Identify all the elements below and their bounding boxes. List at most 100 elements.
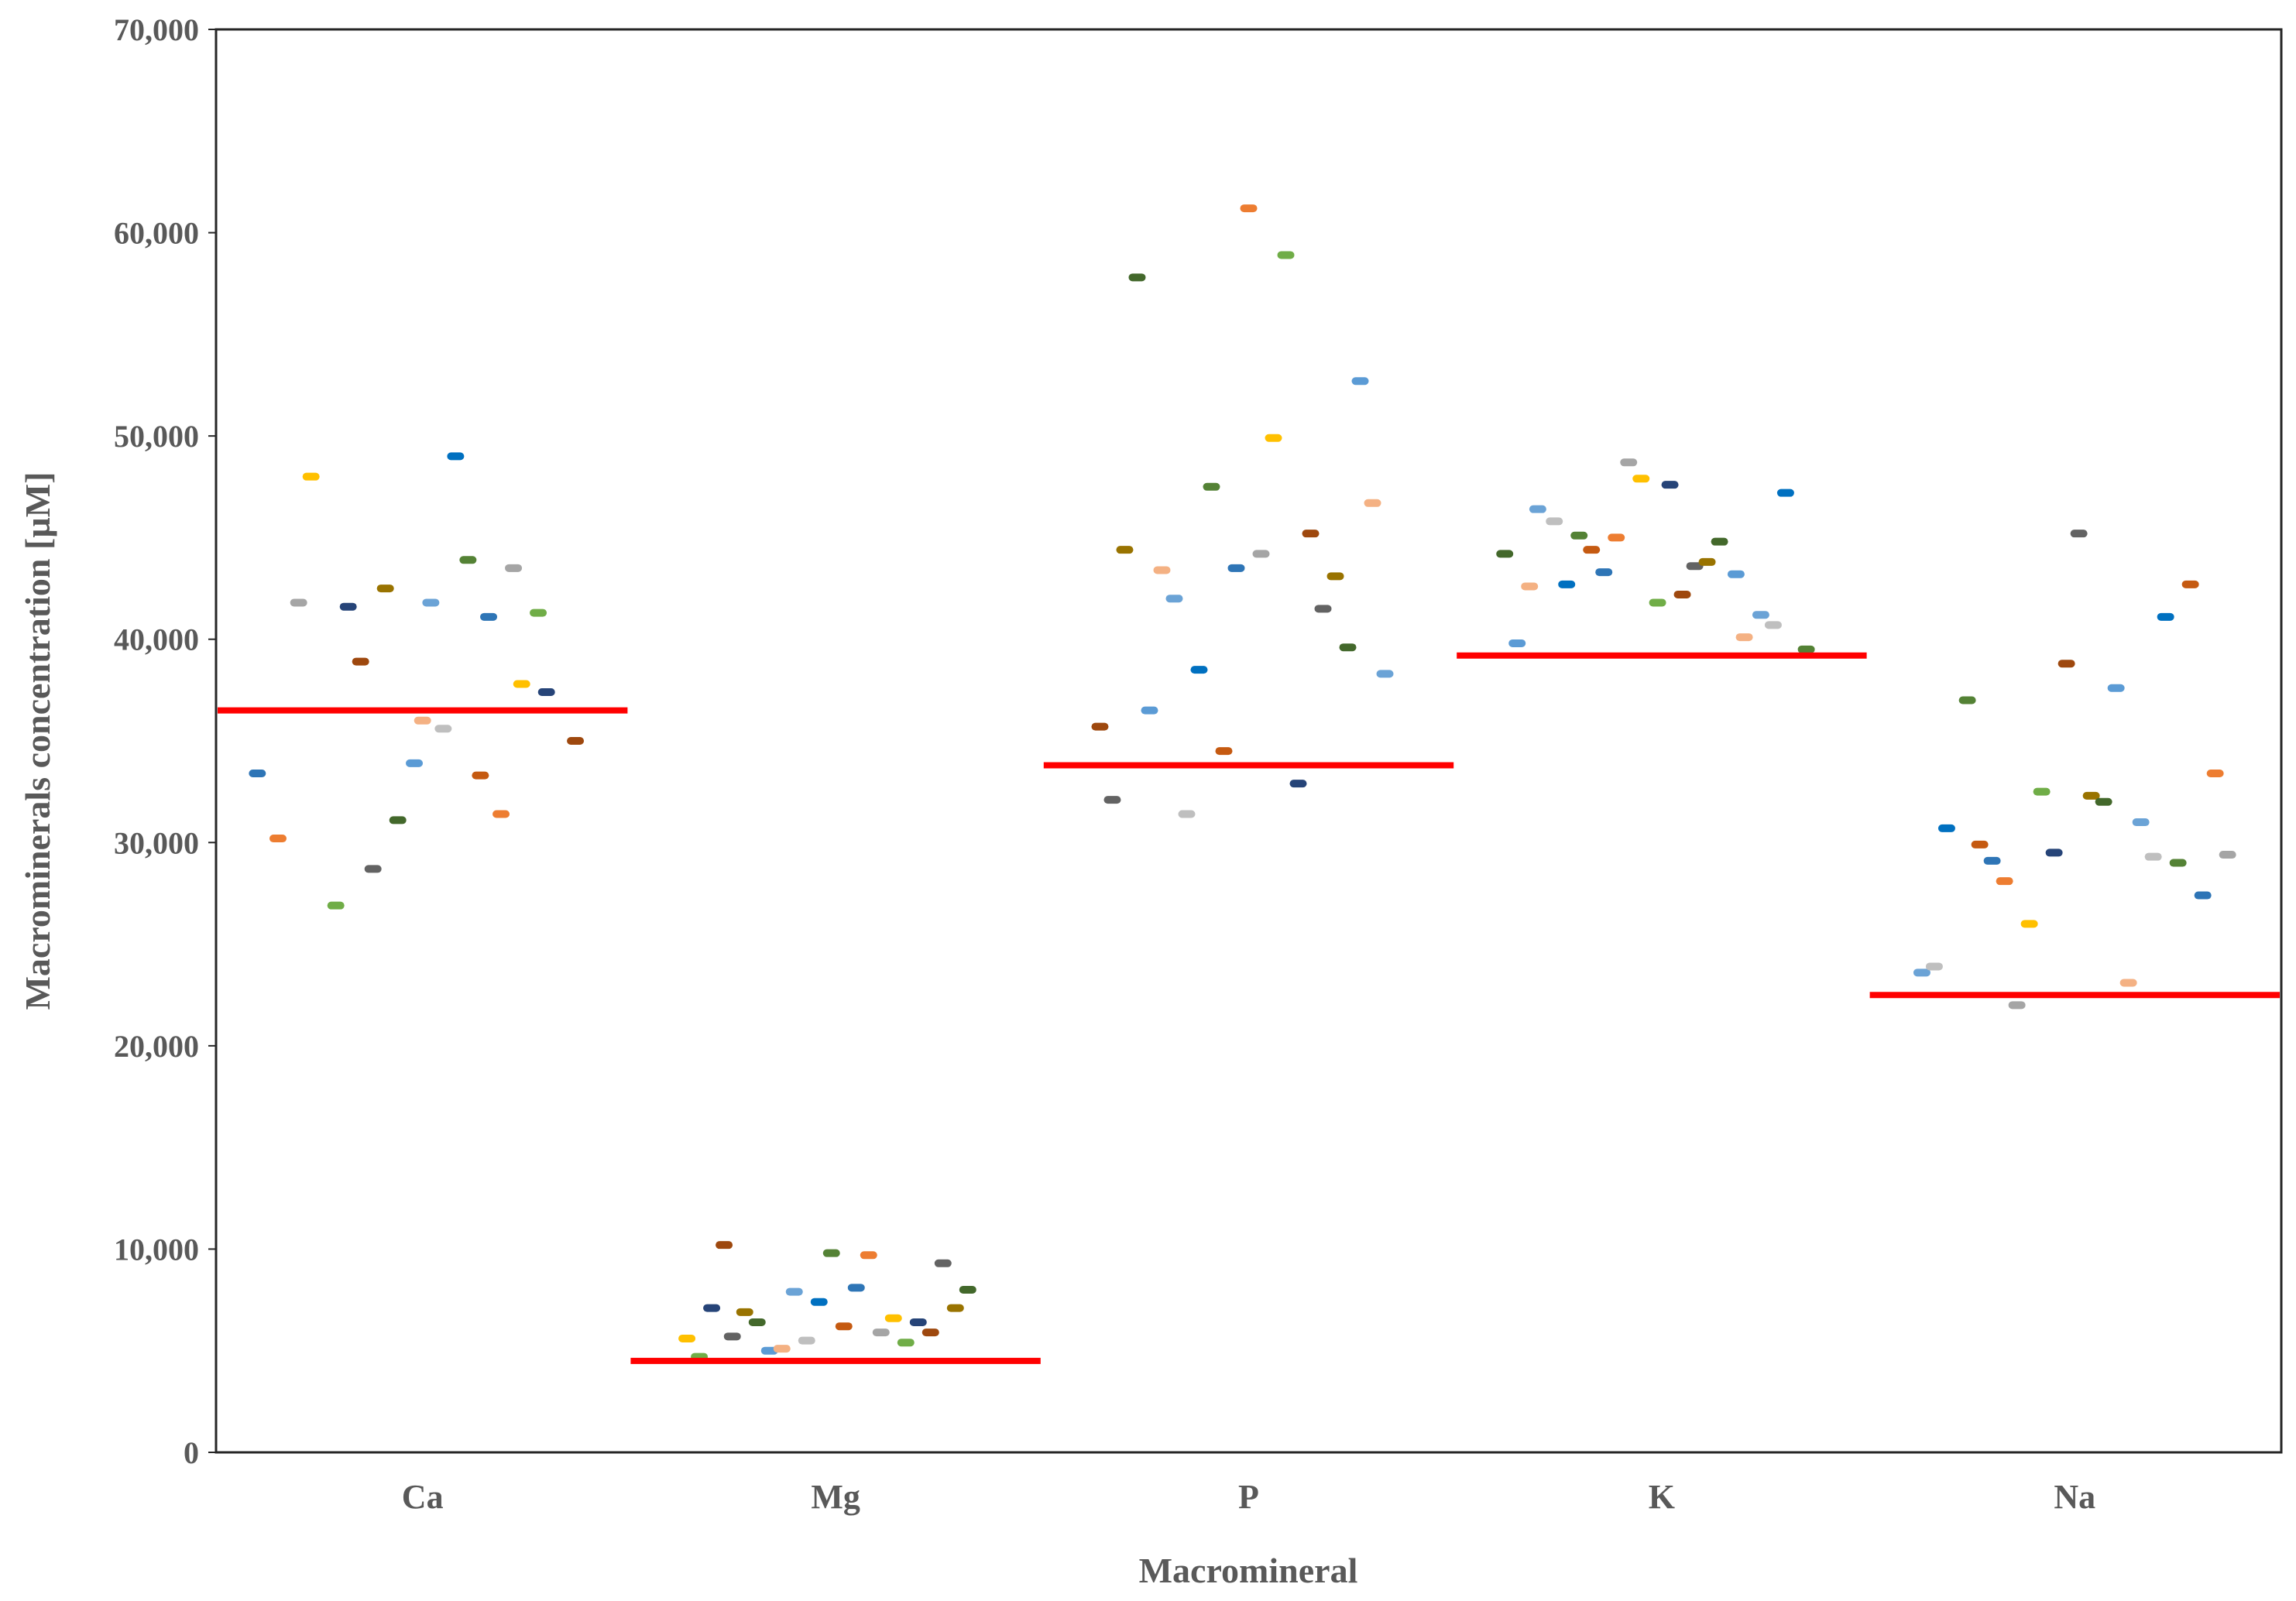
data-point-mg <box>847 1284 865 1292</box>
data-point-p <box>1277 251 1295 259</box>
data-point-ca <box>447 452 465 461</box>
data-point-p <box>1351 377 1369 386</box>
data-point-k <box>1620 458 1638 467</box>
data-point-k <box>1583 546 1601 554</box>
data-point-k <box>1711 537 1728 546</box>
data-point-ca <box>567 737 585 745</box>
data-point-ca <box>290 598 307 607</box>
data-point-mg <box>716 1241 733 1250</box>
data-point-mg <box>835 1322 853 1331</box>
data-point-mg <box>921 1328 939 1337</box>
data-point-na <box>1958 696 1976 705</box>
data-point-ca <box>414 716 431 725</box>
y-tick-label: 0 <box>184 1435 199 1470</box>
y-axis-ticks: 0 10,000 20,000 30,000 40,000 50,000 60,000 70,… <box>114 12 216 1470</box>
data-point-na <box>2020 920 2038 928</box>
data-point-p <box>1364 499 1381 507</box>
data-point-p <box>1376 670 1394 678</box>
data-point-mg <box>798 1336 815 1345</box>
data-point-k <box>1496 550 1514 558</box>
data-point-na <box>2095 797 2112 806</box>
data-point-ca <box>537 687 555 696</box>
data-point-mg <box>678 1334 696 1342</box>
data-point-ca <box>406 759 424 767</box>
x-axis-ticks: Ca Mg P K Na <box>402 1478 2095 1516</box>
data-point-k <box>1764 621 1782 629</box>
data-point-p <box>1252 550 1270 558</box>
x-tick-label-ca: Ca <box>402 1478 444 1516</box>
data-point-p <box>1128 273 1146 282</box>
data-point-ca <box>422 598 440 607</box>
data-point-na <box>1971 840 1989 848</box>
y-tick-label: 10,000 <box>114 1232 199 1267</box>
data-point-k <box>1508 639 1526 647</box>
y-tick-label: 60,000 <box>114 216 199 251</box>
x-tick-label-na: Na <box>2054 1478 2095 1516</box>
x-axis-title: Macromineral <box>1139 1551 1358 1590</box>
data-point-p <box>1227 564 1245 572</box>
data-point-mg <box>822 1249 840 1257</box>
data-point-k <box>1546 517 1563 526</box>
data-point-mg <box>860 1251 877 1260</box>
data-point-p <box>1240 204 1258 213</box>
data-point-p <box>1302 530 1320 538</box>
data-point-k <box>1661 481 1679 489</box>
data-point-ca <box>513 680 530 688</box>
data-point-k <box>1608 533 1625 542</box>
data-point-mg <box>897 1339 915 1347</box>
y-tick-label: 20,000 <box>114 1029 199 1064</box>
data-point-mg <box>703 1304 721 1312</box>
data-point-mg <box>810 1298 828 1306</box>
y-axis-title: Macrominerals concentration [µM] <box>18 471 57 1010</box>
data-point-k <box>1735 633 1753 642</box>
data-point-k <box>1521 582 1539 591</box>
data-point-k <box>1752 611 1769 619</box>
data-point-ca <box>339 602 357 611</box>
data-point-ca <box>492 810 510 818</box>
data-point-ca <box>269 835 287 843</box>
data-point-k <box>1570 531 1588 540</box>
data-points <box>249 204 2236 1361</box>
data-point-p <box>1190 666 1208 674</box>
data-point-p <box>1116 546 1134 554</box>
data-point-na <box>2219 851 2236 859</box>
data-point-mg <box>946 1304 964 1312</box>
data-point-k <box>1529 505 1546 513</box>
data-point-na <box>2119 979 2137 987</box>
data-point-na <box>2169 859 2187 867</box>
x-tick-label-mg: Mg <box>811 1478 860 1516</box>
x-tick-label-p: P <box>1238 1478 1259 1516</box>
data-point-na <box>2206 770 2224 778</box>
data-point-p <box>1141 706 1158 715</box>
data-point-mg <box>884 1314 902 1322</box>
data-point-mg <box>909 1318 927 1326</box>
data-point-ca <box>249 770 266 778</box>
data-point-mg <box>736 1308 753 1316</box>
data-point-mg <box>872 1328 890 1337</box>
data-point-ca <box>364 865 382 873</box>
data-point-na <box>1937 824 1955 832</box>
data-point-mg <box>723 1332 741 1341</box>
data-point-k <box>1673 590 1691 598</box>
data-point-k <box>1797 645 1815 653</box>
data-point-na <box>2082 791 2100 800</box>
data-point-ca <box>459 556 477 564</box>
data-point-mg <box>748 1318 766 1326</box>
data-point-p <box>1289 780 1307 788</box>
data-point-p <box>1103 796 1121 804</box>
data-point-p <box>1153 566 1171 574</box>
data-point-na <box>2194 891 2212 900</box>
data-point-na <box>2132 818 2150 827</box>
data-point-mg <box>959 1285 976 1294</box>
data-point-p <box>1339 643 1357 652</box>
data-point-na <box>2070 530 2088 538</box>
data-point-na <box>1996 877 2013 886</box>
data-point-p <box>1203 482 1220 491</box>
data-point-ca <box>505 564 523 572</box>
y-tick-label: 50,000 <box>114 419 199 454</box>
data-point-ca <box>352 657 369 666</box>
data-point-mg <box>934 1259 952 1267</box>
reference-lines <box>218 652 2280 1364</box>
data-point-k <box>1649 598 1666 607</box>
